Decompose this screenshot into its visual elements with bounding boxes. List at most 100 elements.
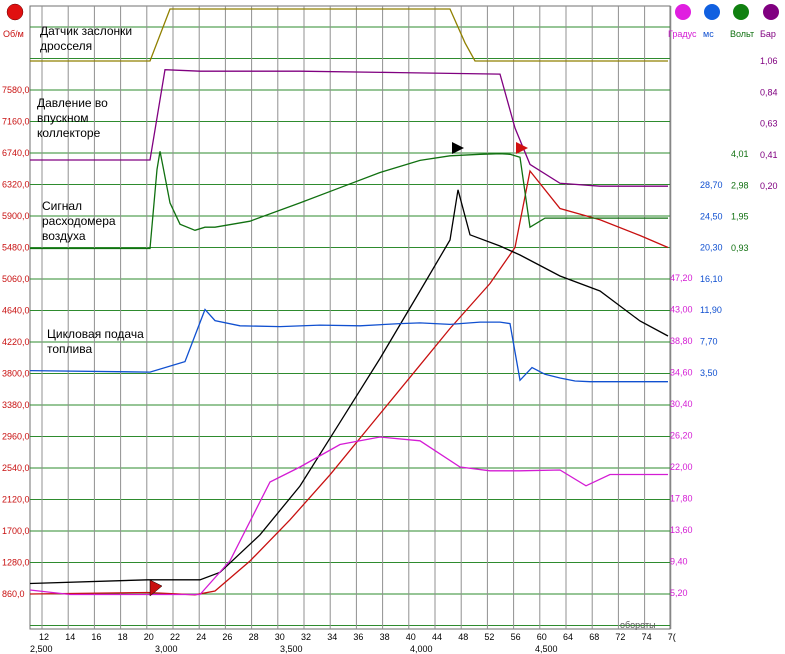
x-tick-label: 26 — [222, 632, 232, 642]
left-tick-label: 1700,0 — [2, 526, 30, 536]
bar-channel-button[interactable] — [763, 4, 779, 20]
x-tick-label: 60 — [537, 632, 547, 642]
annotation-line: воздуха — [42, 229, 86, 243]
time-tick-label: 3,000 — [155, 644, 178, 654]
left-tick-label: 7580,0 — [2, 85, 30, 95]
deg-tick-label: 38,80 — [670, 336, 693, 346]
x-tick-label: 34 — [327, 632, 337, 642]
annotation-line: коллекторе — [37, 126, 101, 140]
left-tick-label: 5060,0 — [2, 274, 30, 284]
channel-selector — [6, 3, 779, 21]
x-tick-label: 32 — [301, 632, 311, 642]
ms-tick-label: 11,90 — [700, 305, 722, 315]
x-tick-label: 22 — [170, 632, 180, 642]
time-tick-label: 4,500 — [535, 644, 558, 654]
cursor-marker-black[interactable] — [452, 142, 464, 154]
time-tick-label: 4,000 — [410, 644, 433, 654]
bar-tick-label: 1,06 — [760, 56, 778, 66]
volt-tick-label: 2,98 — [731, 180, 749, 190]
bar-tick-label: 0,41 — [760, 150, 778, 160]
annotation-line: топлива — [47, 342, 92, 356]
left-tick-label: 6740,0 — [2, 148, 30, 158]
annotation-pressure: Давление во впускном коллекторе — [37, 96, 108, 140]
bar-tick-label: 0,63 — [760, 119, 778, 129]
x-tick-label: 16 — [91, 632, 101, 642]
annotation-line: впускном — [37, 111, 89, 125]
x-tick-label: 44 — [432, 632, 442, 642]
ms-tick-label: 24,50 — [700, 211, 723, 221]
time-tick-label: 2,500 — [30, 644, 53, 654]
annotation-line: Датчик заслонки — [40, 24, 132, 38]
left-tick-label: 2960,0 — [2, 432, 30, 442]
x-axis-label: обороты — [620, 620, 656, 630]
deg-tick-label: 17,80 — [670, 494, 693, 504]
bar-unit-label: Бар — [760, 29, 776, 39]
series-fuel_ms — [29, 308, 668, 383]
volt-tick-label: 4,01 — [731, 149, 749, 159]
x-tick-label: 12 — [39, 632, 49, 642]
cursor-marker-red[interactable] — [516, 142, 528, 154]
rpm-marker-flag[interactable] — [149, 579, 163, 597]
left-tick-label: 1280,0 — [2, 558, 30, 568]
rpm-channel-button[interactable] — [6, 3, 24, 21]
annotation-line: дросселя — [40, 39, 92, 53]
ms-unit-label: мс — [703, 29, 714, 39]
volt-channel-button[interactable] — [733, 4, 749, 20]
deg-tick-label: 43,00 — [670, 305, 693, 315]
x-tick-label: 74 — [642, 632, 652, 642]
x-tick-label: 48 — [458, 632, 468, 642]
x-tick-label: 30 — [275, 632, 285, 642]
markers — [149, 142, 528, 597]
series-throttle — [30, 8, 668, 62]
left-tick-label: 5480,0 — [2, 243, 30, 253]
deg-channel-button[interactable] — [675, 4, 691, 20]
left-tick-label: 2540,0 — [2, 463, 30, 473]
deg-tick-label: 5,20 — [670, 588, 688, 598]
ms-tick-label: 20,30 — [700, 243, 723, 253]
time-tick-label: 3,500 — [280, 644, 303, 654]
bar-tick-label: 0,20 — [760, 181, 778, 191]
left-tick-label: 5900,0 — [2, 211, 30, 221]
volt-unit-label: Вольт — [730, 29, 754, 39]
x-tick-label: 68 — [589, 632, 599, 642]
deg-tick-label: 22,00 — [670, 462, 693, 472]
series-airflow_v — [30, 151, 668, 250]
ms-tick-label: 28,70 — [700, 180, 723, 190]
x-tick-label: 52 — [484, 632, 494, 642]
ms-tick-label: 3,50 — [700, 368, 718, 378]
grid-lines — [30, 6, 672, 629]
x-tick-label: 36 — [353, 632, 363, 642]
annotation-line: Давление во — [37, 96, 108, 110]
annotation-line: расходомера — [42, 214, 116, 228]
x-tick-label: 40 — [406, 632, 416, 642]
left-tick-label: 3380,0 — [2, 400, 30, 410]
left-tick-label: 4220,0 — [2, 337, 30, 347]
series-deg_trace — [29, 436, 668, 596]
annotation-fuel: Цикловая подача топлива — [47, 327, 144, 356]
x-tick-label: 56 — [511, 632, 521, 642]
x-tick-label: 7( — [668, 632, 676, 642]
x-axis: 12 14 16 18 20 22 24 26 28 30 32 34 36 38 40 44 48 52 56 60… — [30, 632, 676, 654]
left-tick-label: 2120,0 — [2, 495, 30, 505]
x-tick-label: 24 — [196, 632, 206, 642]
ms-channel-button[interactable] — [704, 4, 720, 20]
annotation-line: Сигнал — [42, 199, 82, 213]
ms-tick-label: 7,70 — [700, 337, 718, 347]
x-tick-label: 72 — [615, 632, 625, 642]
left-tick-label: 7160,0 — [2, 117, 30, 127]
deg-tick-label: 13,60 — [670, 525, 693, 535]
deg-tick-label: 34,60 — [670, 368, 693, 378]
plot-frame — [29, 5, 671, 630]
left-tick-label: 6320,0 — [2, 180, 30, 190]
x-tick-label: 14 — [65, 632, 75, 642]
x-tick-label: 20 — [144, 632, 154, 642]
annotation-line: Цикловая подача — [47, 327, 144, 341]
left-tick-label: 3800,0 — [2, 369, 30, 379]
annotation-throttle: Датчик заслонки дросселя — [40, 24, 132, 53]
left-tick-label: 860,0 — [2, 589, 25, 599]
right-axes: 47,20 43,00 38,80 34,60 30,40 26,20 22,00 17,80… — [670, 56, 778, 598]
series-rpm — [29, 169, 669, 596]
volt-tick-label: 0,93 — [731, 243, 749, 253]
x-tick-label: 64 — [563, 632, 573, 642]
